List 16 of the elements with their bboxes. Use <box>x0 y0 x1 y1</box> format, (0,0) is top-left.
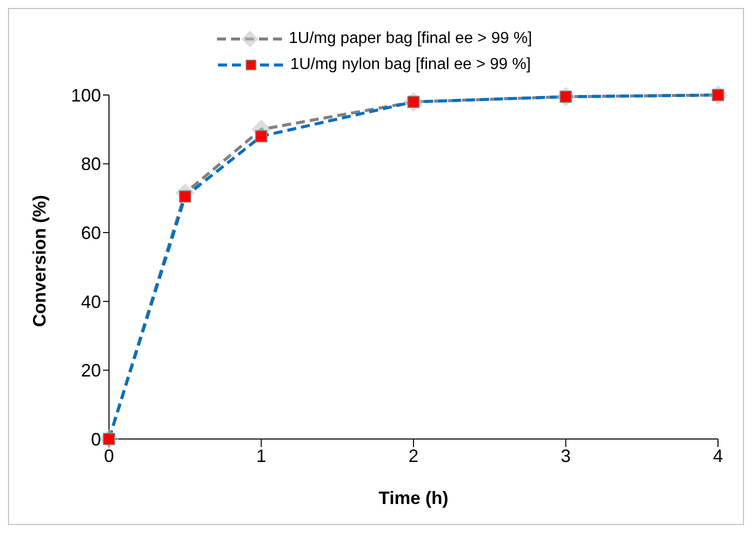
legend-label: 1U/mg nylon bag [final ee > 99 %] <box>290 56 531 74</box>
x-tick-label: 2 <box>408 446 419 466</box>
y-tick-label: 20 <box>80 360 101 381</box>
x-axis-title: Time (h) <box>378 488 448 508</box>
x-tick-label: 4 <box>712 446 724 466</box>
x-tick-label: 3 <box>560 446 571 466</box>
y-axis-title: Conversion (%) <box>29 194 50 327</box>
legend-label: 1U/mg paper bag [final ee > 99 %] <box>288 30 532 48</box>
point <box>255 130 268 142</box>
y-tick-label: 0 <box>90 429 101 450</box>
y-tick-label: 100 <box>70 85 101 106</box>
y-tick-label: 40 <box>80 292 101 312</box>
y-tick-label: 60 <box>80 222 101 243</box>
x-tick-label: 1 <box>256 446 266 466</box>
x-tick-label: 0 <box>104 446 114 466</box>
y-tick-label: 80 <box>80 154 101 174</box>
